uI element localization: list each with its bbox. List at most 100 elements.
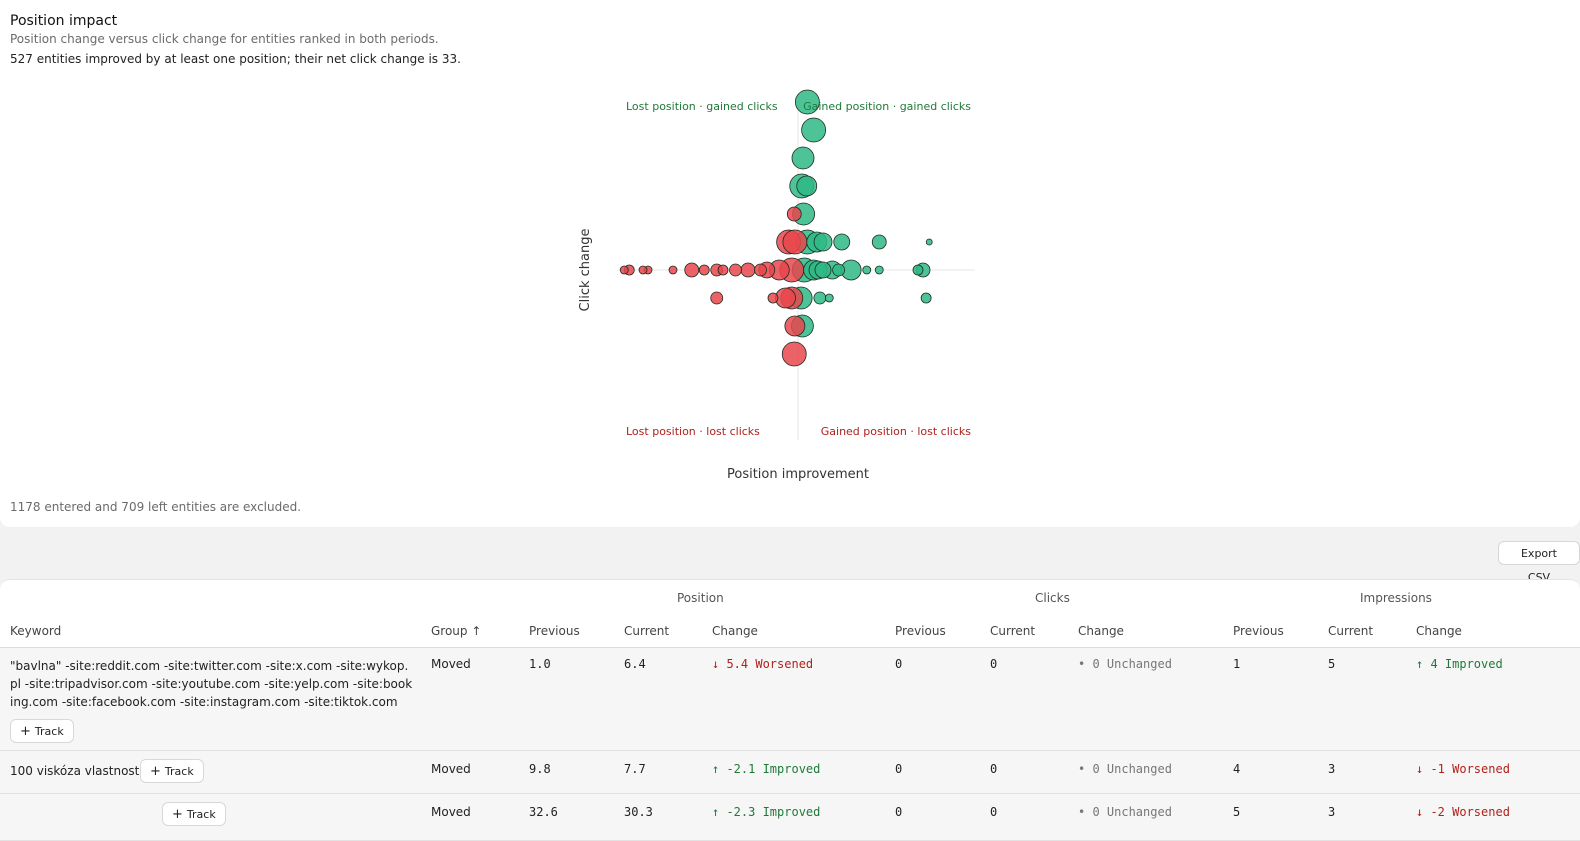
track-label: Track [34, 725, 64, 738]
position-change-cell: ↑ -2.3 Improved [712, 805, 821, 819]
scatter-point[interactable] [786, 206, 802, 222]
col-header-position-current[interactable]: Current [624, 624, 670, 638]
col-header-clicks-previous[interactable]: Previous [895, 624, 946, 638]
group-cell: Moved [431, 762, 471, 776]
scatter-point[interactable] [710, 291, 724, 305]
keyword-cell: "bavlna" -site:reddit.com -site:twitter.… [10, 659, 413, 709]
position-impact-panel: Position impact Position change versus c… [0, 0, 1580, 527]
quadrant-label-top-right: Gained position · gained clicks [803, 100, 971, 113]
position-impact-chart: Lost position · gained clicks Gained pos… [578, 89, 975, 482]
position-current-cell: 7.7 [624, 762, 646, 776]
keyword-cell: 100 viskóza vlastnosti [10, 764, 143, 778]
plus-icon: + [150, 764, 161, 779]
panel-title: Position impact [10, 13, 118, 29]
panel-subtitle: Position change versus click change for … [10, 32, 439, 46]
impressions-change-cell: ↓ -2 Worsened [1416, 805, 1510, 819]
scatter-point[interactable] [824, 293, 834, 303]
scatter-point[interactable] [717, 264, 729, 276]
scatter-points [619, 89, 933, 367]
y-axis-label: Click change [578, 229, 593, 312]
scatter-point[interactable] [782, 229, 808, 255]
group-cell: Moved [431, 657, 471, 671]
position-change-cell: ↑ -2.1 Improved [712, 762, 821, 776]
scatter-point[interactable] [619, 265, 629, 275]
clicks-change-cell: • 0 Unchanged [1078, 762, 1172, 776]
table-row: "bavlna" -site:reddit.com -site:twitter.… [0, 648, 1580, 751]
scatter-point[interactable] [775, 287, 796, 309]
table-row: + Track Moved 32.6 30.3 ↑ -2.3 Improved 0… [0, 794, 1580, 841]
col-header-impressions-change[interactable]: Change [1416, 624, 1462, 638]
impressions-previous-cell: 1 [1233, 657, 1241, 671]
scatter-point[interactable] [781, 341, 807, 367]
scatter-point[interactable] [684, 262, 700, 278]
scatter-point[interactable] [801, 117, 827, 143]
track-button[interactable]: + Track [162, 802, 226, 826]
clicks-previous-cell: 0 [895, 657, 903, 671]
position-previous-cell: 1.0 [529, 657, 551, 671]
scatter-point[interactable] [668, 265, 678, 275]
position-previous-cell: 32.6 [529, 805, 558, 819]
quadrant-label-bottom-right: Gained position · lost clicks [821, 425, 972, 438]
panel-summary: 527 entities improved by at least one po… [10, 52, 461, 66]
x-axis-label: Position improvement [727, 467, 869, 482]
col-header-group[interactable]: Group ↑ [431, 624, 482, 638]
col-header-clicks-current[interactable]: Current [990, 624, 1036, 638]
group-cell: Moved [431, 805, 471, 819]
clicks-previous-cell: 0 [895, 762, 903, 776]
scatter-point[interactable] [767, 292, 779, 304]
clicks-current-cell: 0 [990, 762, 998, 776]
col-header-impressions-current[interactable]: Current [1328, 624, 1374, 638]
scatter-point[interactable] [740, 262, 756, 278]
impressions-previous-cell: 4 [1233, 762, 1241, 776]
scatter-point[interactable] [874, 265, 884, 275]
scatter-point[interactable] [729, 263, 742, 277]
scatter-point[interactable] [814, 261, 832, 279]
col-header-keyword[interactable]: Keyword [10, 624, 62, 638]
clicks-current-cell: 0 [990, 805, 998, 819]
scatter-point[interactable] [912, 264, 924, 276]
scatter-point[interactable] [862, 265, 872, 275]
scatter-point[interactable] [794, 89, 820, 115]
col-header-impressions-previous[interactable]: Previous [1233, 624, 1284, 638]
position-current-cell: 6.4 [624, 657, 646, 671]
impressions-change-cell: ↑ 4 Improved [1416, 657, 1503, 671]
impressions-previous-cell: 5 [1233, 805, 1241, 819]
scatter-point[interactable] [638, 265, 648, 275]
scatter-point[interactable] [871, 234, 887, 250]
col-header-clicks-change[interactable]: Change [1078, 624, 1124, 638]
track-label: Track [164, 765, 194, 778]
excluded-note: 1178 entered and 709 left entities are e… [10, 500, 302, 514]
plus-icon: + [20, 724, 31, 739]
clicks-current-cell: 0 [990, 657, 998, 671]
scatter-point[interactable] [925, 238, 933, 246]
quadrant-label-bottom-left: Lost position · lost clicks [626, 425, 760, 438]
group-header-impressions: Impressions [1360, 591, 1432, 605]
scatter-point[interactable] [813, 232, 833, 252]
clicks-change-cell: • 0 Unchanged [1078, 805, 1172, 819]
group-header-position: Position [677, 591, 724, 605]
scatter-point[interactable] [920, 292, 932, 304]
entities-table: Position Clicks Impressions Keyword Grou… [0, 579, 1580, 841]
col-header-position-change[interactable]: Change [712, 624, 758, 638]
col-header-position-previous[interactable]: Previous [529, 624, 580, 638]
clicks-change-cell: • 0 Unchanged [1078, 657, 1172, 671]
impressions-current-cell: 3 [1328, 762, 1336, 776]
scatter-point[interactable] [796, 175, 818, 197]
track-button[interactable]: + Track [140, 759, 204, 783]
export-csv-button[interactable]: Export CSV [1498, 541, 1580, 584]
quadrant-label-top-left: Lost position · gained clicks [626, 100, 778, 113]
position-change-cell: ↓ 5.4 Worsened [712, 657, 814, 671]
table-row: 100 viskóza vlastnosti + Track Moved 9.8 … [0, 751, 1580, 794]
scatter-point[interactable] [698, 264, 710, 276]
scatter-point[interactable] [791, 146, 815, 170]
header-divider [0, 647, 1580, 648]
scatter-point[interactable] [784, 315, 806, 337]
scatter-point[interactable] [833, 233, 851, 251]
scatter-point[interactable] [813, 291, 827, 305]
impressions-change-cell: ↓ -1 Worsened [1416, 762, 1510, 776]
track-button[interactable]: + Track [10, 719, 74, 743]
impressions-current-cell: 5 [1328, 657, 1336, 671]
position-previous-cell: 9.8 [529, 762, 551, 776]
scatter-point[interactable] [832, 263, 846, 277]
scatter-point[interactable] [754, 263, 767, 277]
